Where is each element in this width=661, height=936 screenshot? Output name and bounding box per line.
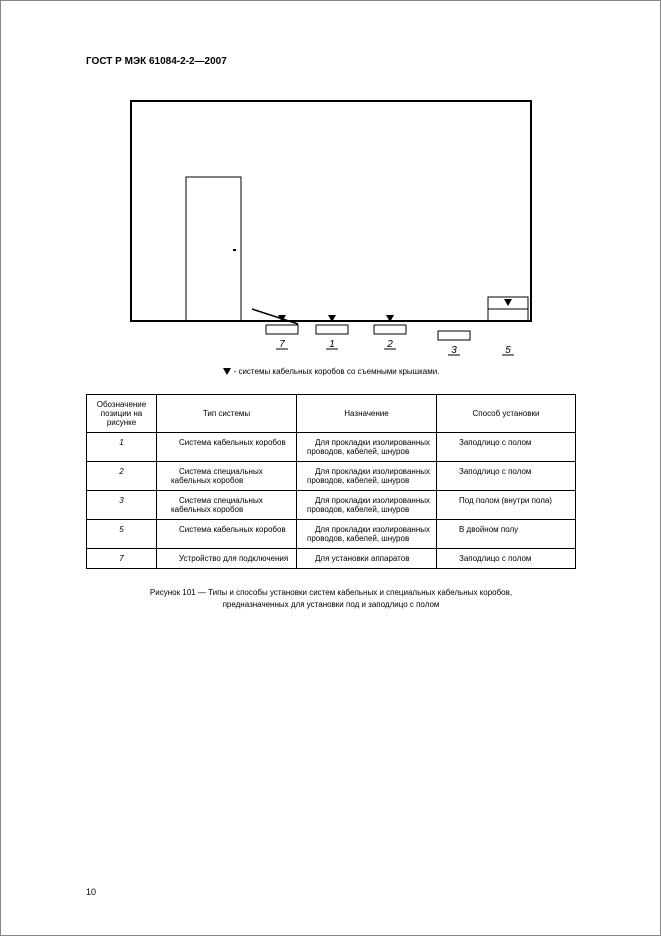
content-area: ГОСТ Р МЭК 61084-2-2—2007 71235 - систем… <box>86 56 576 611</box>
table-cell: 3 <box>87 491 157 520</box>
triangle-marker-icon <box>223 368 231 375</box>
legend-text: - системы кабельных коробов со съемными … <box>234 367 440 376</box>
table-cell: В двойном полу <box>437 520 576 549</box>
svg-text:1: 1 <box>329 339 335 350</box>
figure-legend: - системы кабельных коробов со съемными … <box>86 367 576 376</box>
table-cell: Система кабельных коробов <box>157 433 297 462</box>
table-cell: Система специальных кабельных коробов <box>157 491 297 520</box>
table-cell: Заподлицо с полом <box>437 462 576 491</box>
svg-text:3: 3 <box>451 345 457 356</box>
table-cell: Заподлицо с полом <box>437 549 576 569</box>
table-row: 1Система кабельных коробовДля прокладки … <box>87 433 576 462</box>
svg-text:7: 7 <box>279 339 285 350</box>
table-cell: Устройство для подключения <box>157 549 297 569</box>
table-cell: 5 <box>87 520 157 549</box>
table-cell: Под полом (внутри пола) <box>437 491 576 520</box>
figure-101-svg: 7 1 2 3 5 <box>116 97 546 361</box>
page-number: 10 <box>86 887 96 897</box>
table-cell: Для прокладки изолированных проводов, ка… <box>297 433 437 462</box>
table-header-row: Обозначение позиции на рисунке Тип систе… <box>87 395 576 433</box>
col-purpose: Назначение <box>297 395 437 433</box>
table-head: Обозначение позиции на рисунке Тип систе… <box>87 395 576 433</box>
table-cell: Для прокладки изолированных проводов, ка… <box>297 520 437 549</box>
caption-line-2: предназначенных для установки под и запо… <box>223 600 440 609</box>
figure-wrapper: 7 1 2 3 5 <box>116 97 546 361</box>
caption-line-1: Рисунок 101 — Типы и способы установки с… <box>150 588 512 597</box>
svg-text:5: 5 <box>505 345 511 356</box>
table-cell: Система специальных кабельных коробов <box>157 462 297 491</box>
table-body: 1Система кабельных коробовДля прокладки … <box>87 433 576 569</box>
page: ГОСТ Р МЭК 61084-2-2—2007 71235 - систем… <box>0 0 661 936</box>
table-cell: Для прокладки изолированных проводов, ка… <box>297 462 437 491</box>
table-cell: 7 <box>87 549 157 569</box>
table-cell: Для установки аппаратов <box>297 549 437 569</box>
table-cell: 1 <box>87 433 157 462</box>
document-header: ГОСТ Р МЭК 61084-2-2—2007 <box>86 56 576 67</box>
table-cell: Система кабельных коробов <box>157 520 297 549</box>
figure-caption: Рисунок 101 — Типы и способы установки с… <box>86 587 576 611</box>
table-cell: Для прокладки изолированных проводов, ка… <box>297 491 437 520</box>
systems-table: Обозначение позиции на рисунке Тип систе… <box>86 394 576 569</box>
table-cell: 2 <box>87 462 157 491</box>
col-install: Способ установки <box>437 395 576 433</box>
table-row: 2Система специальных кабельных коробовДл… <box>87 462 576 491</box>
col-position: Обозначение позиции на рисунке <box>87 395 157 433</box>
table-cell: Заподлицо с полом <box>437 433 576 462</box>
table-row: 5Система кабельных коробовДля прокладки … <box>87 520 576 549</box>
svg-text:2: 2 <box>386 339 393 350</box>
table-row: 3Система специальных кабельных коробовДл… <box>87 491 576 520</box>
col-type: Тип системы <box>157 395 297 433</box>
table-row: 7Устройство для подключенияДля установки… <box>87 549 576 569</box>
